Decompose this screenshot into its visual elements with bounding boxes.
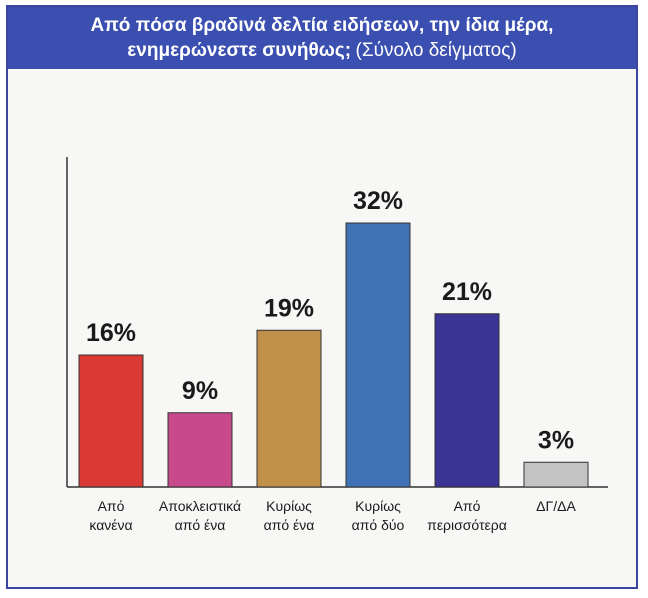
category-label: ΔΓ/ΔΑ [536,498,576,514]
category-label: από ένα [175,517,226,533]
bar [78,354,144,488]
value-label: 16% [86,319,136,347]
chart-title: Από πόσα βραδινά δελτία ειδήσεων, την ίδ… [90,15,554,61]
value-label: 32% [353,187,403,215]
category-label: από ένα [264,517,315,533]
category-label: Αποκλειστικά [159,498,241,514]
value-label: 3% [538,426,574,454]
category-label: από δύο [352,517,405,533]
category-label: Κυρίως [355,498,401,514]
chart-subtitle: (Σύνολο δείγματος) [355,40,517,61]
bar [345,222,411,488]
title-bar: Από πόσα βραδινά δελτία ειδήσεων, την ίδ… [8,7,636,69]
value-label: 21% [442,278,492,306]
value-label: 19% [264,294,314,322]
category-label: Κυρίως [266,498,312,514]
bar [434,313,500,488]
category-label: Από [454,498,481,514]
bar [256,329,322,488]
bar [167,412,233,488]
category-label: Από [98,498,125,514]
category-label: περισσότερα [427,517,507,533]
value-label: 9% [182,377,218,405]
chart-frame: Από πόσα βραδινά δελτία ειδήσεων, την ίδ… [6,5,638,589]
bar [523,461,589,488]
category-label: κανένα [89,517,132,533]
